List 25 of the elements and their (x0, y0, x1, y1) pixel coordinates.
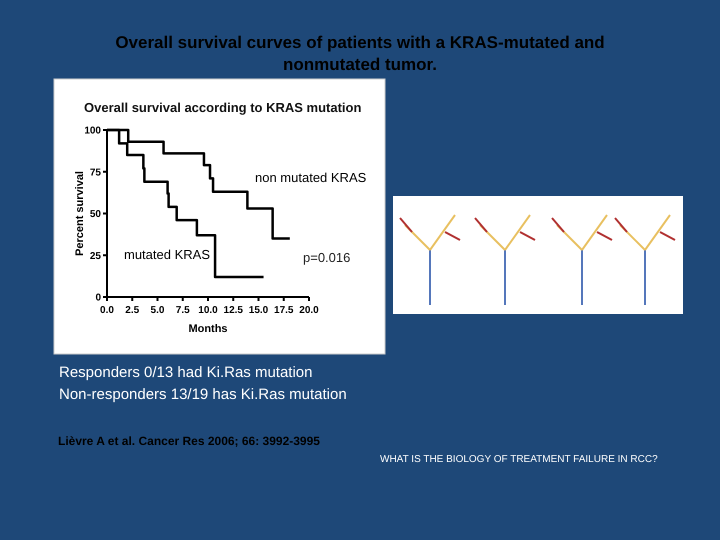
x-axis-title: Months (188, 323, 228, 335)
text: Responders 0/13 had Ki.Ras mutation (59, 364, 312, 381)
y-tick-label: 100 (84, 126, 102, 136)
x-tick-label: 0.0 (100, 305, 114, 316)
annotation: p=0.016 (303, 250, 350, 265)
text: Overall survival curves of patients with a KRAS-mutated and nonmutated tumor. (115, 33, 605, 74)
text: WHAT IS THE BIOLOGY OF TREATMENT FAILURE IN RCC? (380, 454, 658, 465)
y-tick-label: 25 (90, 250, 102, 262)
x-tick-label: 20.0 (299, 305, 320, 316)
x-tick-label: 15.0 (248, 305, 269, 316)
x-tick-label: 10.0 (198, 305, 218, 316)
series-label: non mutated KRAS (255, 170, 367, 185)
y-tick-label: 0 (95, 292, 102, 304)
y-axis-title: Percent survival (74, 171, 86, 256)
text: Non-responders 13/19 has Ki.Ras mutation (59, 386, 347, 403)
x-tick-label: 5.0 (150, 305, 165, 316)
x-tick-label: 2.5 (125, 305, 140, 316)
y-tick-label: 75 (90, 167, 102, 178)
text: Lièvre A et al. Cancer Res 2006; 66: 3992-3995 (58, 434, 320, 448)
x-tick-label: 17.5 (274, 305, 294, 316)
x-tick-label: 12.5 (224, 305, 244, 316)
y-tick-label: 50 (90, 209, 102, 220)
chart-title: Overall survival according to KRAS mutation (84, 100, 362, 115)
series-label: mutated KRAS (124, 247, 210, 262)
x-tick-label: 7.5 (176, 305, 190, 316)
